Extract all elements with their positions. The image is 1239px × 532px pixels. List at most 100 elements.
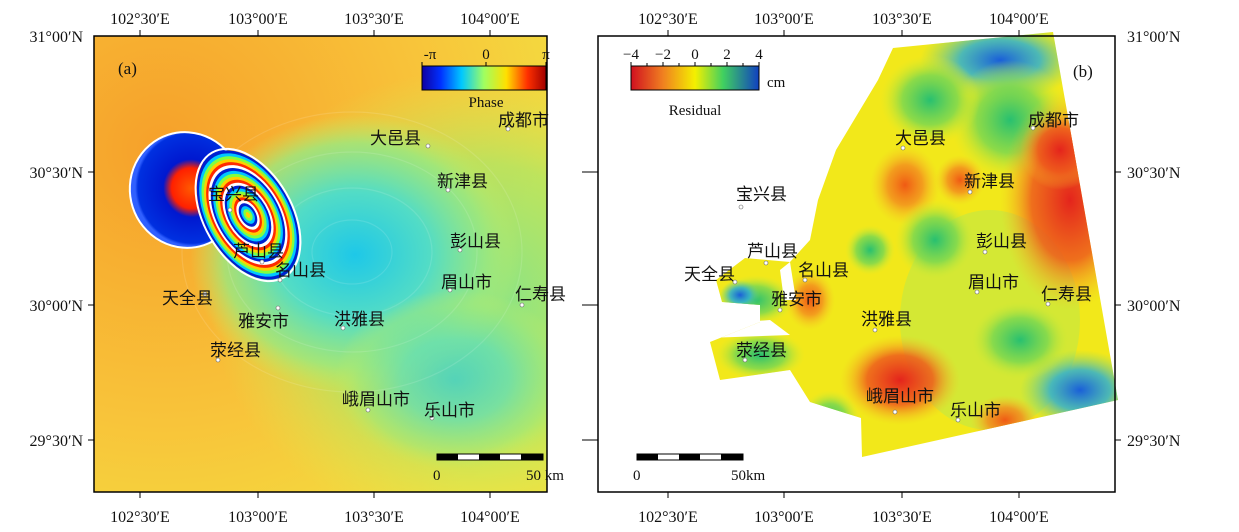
svg-text:眉山市: 眉山市 <box>968 273 1019 293</box>
scalebar-start: 0 <box>433 468 441 484</box>
legend-unit: cm <box>767 75 786 91</box>
city-xinjin-a: 新津县 <box>437 172 488 193</box>
top-tick-a-1: 102°30′E <box>110 11 170 28</box>
scalebar-b-end: 50km <box>731 468 766 484</box>
svg-text:仁寿县: 仁寿县 <box>515 285 566 305</box>
city-leshan-b: 乐山市 <box>950 401 1001 423</box>
city-meishan-b: 眉山市 <box>968 273 1019 295</box>
legend-max: π <box>542 47 550 63</box>
city-yaan-a: 雅安市 <box>238 305 289 332</box>
svg-text:芦山县: 芦山县 <box>233 242 284 262</box>
panel-a: (a) -π 0 π Phase 0 50 km <box>30 11 566 526</box>
bottom-tick-b-2: 103°00′E <box>754 509 814 526</box>
city-meishan-a: 眉山市 <box>441 273 492 293</box>
res-tick-4: 2 <box>723 47 731 63</box>
svg-text:乐山市: 乐山市 <box>424 401 475 421</box>
bottom-tick-a-1: 102°30′E <box>110 509 170 526</box>
left-tick-a-1: 31°00′N <box>30 29 84 46</box>
svg-text:大邑县: 大邑县 <box>370 129 421 149</box>
svg-text:成都市: 成都市 <box>498 111 549 131</box>
legend-title-b: Residual <box>669 103 722 119</box>
city-chengdu-a: 成都市 <box>498 111 549 132</box>
scalebar-b: 0 50km <box>633 453 766 484</box>
svg-text:大邑县: 大邑县 <box>895 129 946 149</box>
svg-text:峨眉山市: 峨眉山市 <box>866 387 934 407</box>
city-dayi-a: 大邑县 <box>370 129 431 149</box>
left-tick-a-3: 30°00′N <box>30 298 84 315</box>
svg-text:宝兴县: 宝兴县 <box>208 185 259 205</box>
top-tick-b-2: 103°00′E <box>754 11 814 28</box>
svg-text:荥经县: 荥经县 <box>736 341 787 361</box>
res-tick-3: 0 <box>691 47 699 63</box>
svg-text:新津县: 新津县 <box>437 172 488 192</box>
svg-text:洪雅县: 洪雅县 <box>334 310 385 330</box>
svg-text:眉山市: 眉山市 <box>441 273 492 293</box>
phase-legend: -π 0 π Phase <box>421 47 550 111</box>
bottom-tick-b-3: 103°30′E <box>872 509 932 526</box>
top-tick-a-3: 103°30′E <box>344 11 404 28</box>
residual-legend: −4 −2 0 2 4 cm Residual <box>623 47 786 119</box>
scalebar-end: 50 km <box>526 468 564 484</box>
city-emeishan-a: 峨眉山市 <box>342 390 410 413</box>
svg-text:新津县: 新津县 <box>964 172 1015 192</box>
city-xinjin-b: 新津县 <box>964 172 1015 195</box>
city-baoxing-a: 宝兴县 <box>208 185 259 213</box>
city-lushan-a: 芦山县 <box>233 242 284 265</box>
svg-text:名山县: 名山县 <box>275 261 326 281</box>
city-dayi-b: 大邑县 <box>895 129 946 151</box>
city-renshou-b: 仁寿县 <box>1041 285 1092 307</box>
city-lushan-b: 芦山县 <box>747 242 798 266</box>
city-tianquan-b: 天全县 <box>684 265 738 285</box>
phase-colorbar <box>421 65 547 91</box>
phase-interferogram <box>94 36 547 492</box>
bottom-tick-b-1: 102°30′E <box>638 509 698 526</box>
svg-text:荥经县: 荥经县 <box>210 341 261 361</box>
city-yingjing-b: 荥经县 <box>736 341 787 363</box>
city-yingjing-a: 荥经县 <box>210 341 261 363</box>
fringe-outline <box>194 147 302 283</box>
bottom-tick-b-4: 104°00′E <box>989 509 1049 526</box>
city-mingshan-a: 名山县 <box>275 261 326 283</box>
bottom-tick-a-3: 103°30′E <box>344 509 404 526</box>
residual-colorbar <box>630 65 760 91</box>
right-tick-b-4: 29°30′N <box>1127 433 1181 450</box>
legend-title: Phase <box>469 95 504 111</box>
city-hongya-a: 洪雅县 <box>334 310 385 331</box>
city-pengshan-a: 彭山县 <box>450 232 501 253</box>
res-tick-2: −2 <box>655 47 671 63</box>
bottom-tick-a-2: 103°00′E <box>228 509 288 526</box>
top-tick-b-3: 103°30′E <box>872 11 932 28</box>
svg-text:彭山县: 彭山县 <box>976 232 1027 252</box>
svg-text:洪雅县: 洪雅县 <box>861 310 912 330</box>
panel-b-label: (b) <box>1073 62 1093 81</box>
scalebar-a: 0 50 km <box>433 453 564 484</box>
city-chengdu-b: 成都市 <box>1028 111 1079 131</box>
right-tick-b-3: 30°00′N <box>1127 298 1181 315</box>
res-tick-1: −4 <box>623 47 639 63</box>
city-emeishan-b: 峨眉山市 <box>866 387 934 415</box>
top-tick-b-1: 102°30′E <box>638 11 698 28</box>
svg-text:天全县: 天全县 <box>684 265 735 285</box>
fringe-pattern <box>194 147 302 283</box>
svg-text:芦山县: 芦山县 <box>747 242 798 262</box>
scalebar-b-start: 0 <box>633 468 641 484</box>
city-pengshan-b: 彭山县 <box>976 232 1027 255</box>
left-tick-a-4: 29°30′N <box>30 433 84 450</box>
svg-text:成都市: 成都市 <box>1028 111 1079 131</box>
cities-b: 大邑县 成都市 新津县 宝兴县 芦山县 名山县 彭山县 眉山市 仁寿县 天全县 … <box>684 111 1092 423</box>
city-leshan-a: 乐山市 <box>424 401 475 421</box>
bottom-tick-a-4: 104°00′E <box>460 509 520 526</box>
top-tick-a-2: 103°00′E <box>228 11 288 28</box>
svg-text:宝兴县: 宝兴县 <box>736 185 787 205</box>
panel-b: (b) −4 −2 0 2 4 cm Residual 0 <box>582 11 1181 526</box>
svg-text:名山县: 名山县 <box>798 261 849 281</box>
panel-a-label: (a) <box>118 59 137 78</box>
city-mingshan-b: 名山县 <box>798 261 849 283</box>
right-tick-b-1: 31°00′N <box>1127 29 1181 46</box>
left-tick-a-2: 30°30′N <box>30 165 84 182</box>
top-tick-b-4: 104°00′E <box>989 11 1049 28</box>
svg-text:雅安市: 雅安市 <box>771 290 822 310</box>
cities-a: 大邑县 成都市 新津县 宝兴县 芦山县 名山县 彭山县 眉山市 仁寿县 天全县 … <box>162 111 566 421</box>
svg-text:乐山市: 乐山市 <box>950 401 1001 421</box>
